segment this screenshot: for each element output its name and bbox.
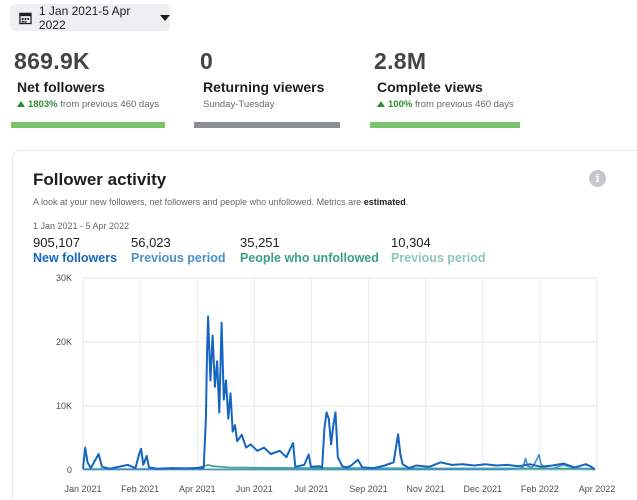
metric-new-followers[interactable]: 905,107 New followers [33,235,117,265]
chevron-down-icon [160,14,170,21]
metric-name: People who unfollowed [240,251,379,265]
x-tick-label: Apr 2021 [179,484,216,494]
stat-sub: Sunday-Tuesday [203,99,275,110]
stat-returning-viewers[interactable]: 0 Returning viewers Sunday-Tuesday [200,48,324,110]
x-tick-label: Feb 2022 [521,484,559,494]
metric-name: New followers [33,251,118,265]
date-range-label: 1 Jan 2021-5 Apr 2022 [38,3,131,32]
date-range-picker[interactable]: 1 Jan 2021-5 Apr 2022 [10,3,170,32]
stat-bar-returning-viewers [194,122,340,128]
y-tick-label: 30K [56,273,72,283]
x-tick-label: Nov 2021 [406,484,445,494]
card-date-range: 1 Jan 2021 - 5 Apr 2022 [33,221,130,231]
x-tick-label: Jan 2021 [64,484,101,494]
arrow-up-icon [17,101,25,107]
stat-bar-complete-views [370,122,520,128]
series-line-new-followers [82,315,596,471]
metric-name: Previous period [131,251,226,265]
stat-net-followers[interactable]: 869.9K Net followers 1803% from previous… [14,48,159,110]
stat-bar-net-followers [11,122,165,128]
y-tick-label: 10K [56,401,72,411]
metric-value: 10,304 [391,235,431,250]
stat-value: 2.8M [374,48,427,74]
calendar-icon [19,12,32,24]
stat-label: Net followers [17,79,105,95]
metric-value: 905,107 [33,235,80,250]
series-line-previous-period-followers [83,453,595,471]
arrow-up-icon [377,101,385,107]
metric-name: Previous period [391,251,486,265]
stat-label: Returning viewers [203,79,325,95]
stat-change-percent: 100% [388,99,413,110]
x-tick-label: Dec 2021 [464,484,503,494]
stat-change: 1803% from previous 460 days [17,99,159,110]
stat-change-percent: 1803% [28,99,58,110]
stat-change-suffix: from previous 460 days [414,99,514,110]
y-tick-label: 0 [67,465,72,475]
x-tick-label: Jun 2021 [236,484,273,494]
x-tick-label: Sep 2021 [349,484,388,494]
metric-value: 56,023 [131,235,171,250]
stat-value: 869.9K [14,48,90,74]
metric-value: 35,251 [240,235,280,250]
card-description-text: A look at your new followers, net follow… [33,197,362,207]
card-description-bold: estimated [363,197,406,207]
y-tick-label: 20K [56,337,72,347]
card-description: A look at your new followers, net follow… [33,197,409,207]
card-title: Follower activity [33,170,167,189]
stat-value: 0 [200,48,214,74]
x-tick-label: Feb 2021 [121,484,159,494]
metric-previous-period-followers[interactable]: 56,023 Previous period [131,235,225,265]
metric-people-unfollowed[interactable]: 35,251 People who unfollowed [240,235,379,265]
stat-change-suffix: from previous 460 days [60,99,159,110]
metric-previous-period-unfollowed[interactable]: 10,304 Previous period [391,235,485,265]
x-tick-label: Jul 2021 [294,484,328,494]
stat-change: 100% from previous 460 days [377,99,514,110]
stat-label: Complete views [377,79,483,95]
stat-complete-views[interactable]: 2.8M Complete views 100% from previous 4… [374,48,514,110]
follower-activity-card: Follower activity i A look at your new f… [12,150,637,500]
x-tick-label: Apr 2022 [579,484,616,494]
info-icon[interactable]: i [589,170,606,187]
